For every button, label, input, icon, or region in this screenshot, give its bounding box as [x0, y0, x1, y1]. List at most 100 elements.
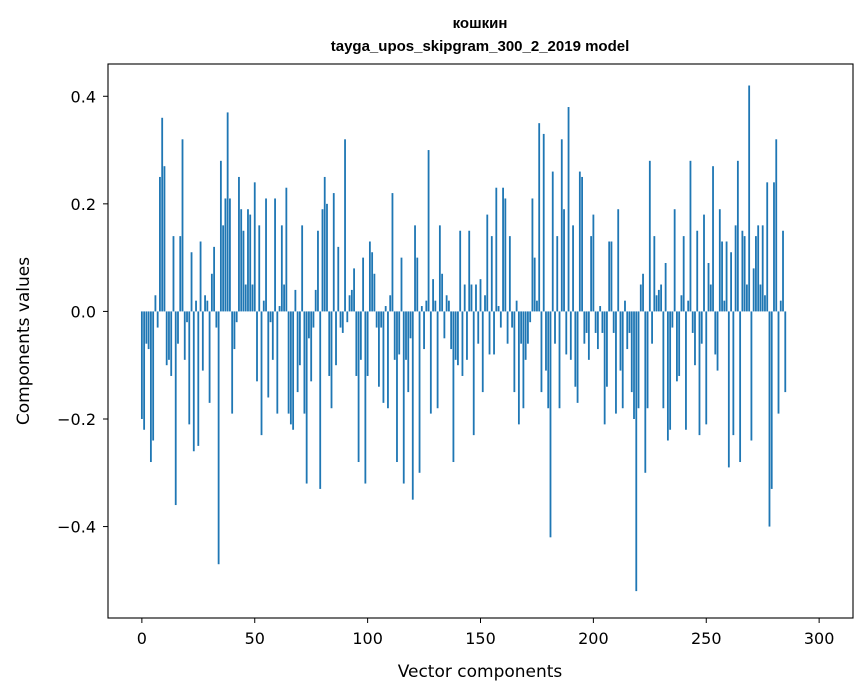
bar-74 — [308, 311, 310, 339]
bar-277 — [766, 182, 769, 312]
bar-122 — [416, 257, 419, 312]
bar-13 — [170, 311, 173, 376]
bar-47 — [247, 209, 249, 312]
bar-215 — [626, 311, 629, 350]
bar-280 — [773, 182, 775, 312]
bar-245 — [694, 311, 696, 366]
bar-39 — [229, 198, 231, 312]
bar-111 — [391, 193, 394, 312]
bar-17 — [179, 236, 182, 312]
bar-99 — [364, 311, 367, 484]
bar-115 — [400, 257, 403, 312]
bar-229 — [657, 289, 660, 312]
bar-126 — [425, 300, 428, 312]
bar-32 — [213, 246, 216, 312]
bar-284 — [782, 230, 784, 312]
bar-154 — [488, 311, 491, 355]
bar-42 — [235, 311, 238, 323]
bar-121 — [414, 225, 416, 312]
bar-21 — [188, 311, 191, 425]
bar-217 — [630, 311, 633, 393]
bar-168 — [520, 311, 523, 344]
bar-26 — [199, 241, 202, 312]
bar-265 — [739, 311, 742, 463]
bar-59 — [274, 198, 276, 312]
bar-141 — [459, 230, 462, 312]
bar-107 — [382, 311, 385, 403]
bar-218 — [633, 311, 635, 419]
bar-112 — [393, 311, 396, 360]
y-tick-label: 0.2 — [71, 195, 96, 214]
bar-255 — [716, 311, 719, 371]
bar-43 — [238, 176, 240, 312]
bar-189 — [567, 107, 570, 312]
bar-165 — [513, 311, 516, 393]
bar-202 — [596, 311, 599, 350]
bar-273 — [757, 225, 760, 312]
bar-184 — [556, 236, 559, 312]
plot-frame — [107, 63, 854, 619]
bar-285 — [784, 311, 787, 393]
bar-228 — [655, 295, 658, 312]
x-axis: 0 50 100 150 200 250 300 — [137, 618, 834, 648]
bar-179 — [545, 311, 547, 371]
bar-252 — [709, 284, 712, 312]
bar-155 — [490, 236, 493, 312]
bar-208 — [610, 241, 613, 312]
bar-101 — [368, 241, 371, 312]
bar-46 — [244, 284, 247, 312]
bar-145 — [468, 230, 471, 312]
bar-222 — [642, 273, 644, 312]
bar-65 — [287, 311, 290, 414]
bar-159 — [499, 311, 502, 328]
x-tick-label: 200 — [578, 629, 609, 648]
bar-147 — [472, 311, 475, 436]
bar-246 — [696, 230, 699, 312]
bar-173 — [531, 198, 534, 312]
bar-27 — [201, 311, 204, 371]
bar-175 — [536, 300, 538, 312]
bar-64 — [285, 187, 288, 312]
bar-31 — [210, 273, 213, 312]
y-tick-label: 0.4 — [71, 87, 96, 106]
bar-239 — [680, 295, 683, 312]
bar-9 — [161, 117, 164, 312]
bar-120 — [411, 311, 414, 500]
bar-98 — [362, 257, 365, 312]
bar-181 — [549, 311, 552, 538]
bar-146 — [470, 284, 473, 312]
bar-142 — [461, 311, 464, 376]
x-axis-label: Vector components — [398, 662, 563, 682]
x-tick-label: 50 — [245, 629, 265, 648]
x-tick-label: 100 — [352, 629, 383, 648]
bar-161 — [504, 198, 507, 312]
bar-162 — [506, 311, 509, 344]
bar-51 — [256, 311, 258, 382]
bar-110 — [389, 295, 392, 312]
bar-82 — [326, 203, 328, 312]
bar-193 — [576, 311, 579, 403]
bar-75 — [310, 311, 313, 382]
bar-247 — [698, 311, 701, 436]
bar-79 — [319, 311, 322, 489]
bar-97 — [359, 311, 362, 360]
bar-91 — [346, 311, 349, 323]
bar-28 — [204, 295, 206, 312]
bar-183 — [554, 311, 556, 344]
bar-131 — [436, 311, 439, 409]
bar-210 — [615, 311, 617, 414]
bar-102 — [371, 252, 374, 312]
bar-77 — [314, 289, 317, 312]
bar-156 — [493, 311, 495, 355]
bar-190 — [569, 311, 572, 360]
bar-153 — [486, 214, 489, 312]
bar-240 — [682, 236, 685, 312]
bar-180 — [547, 311, 550, 409]
bar-267 — [743, 236, 746, 312]
bar-182 — [551, 171, 554, 312]
bar-219 — [635, 311, 638, 592]
bar-33 — [215, 311, 218, 328]
bar-4 — [149, 311, 152, 463]
bar-227 — [653, 236, 656, 312]
bar-233 — [666, 311, 669, 441]
